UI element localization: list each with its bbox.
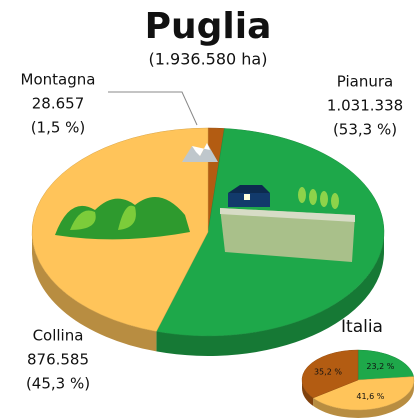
value-label: 28.657 — [32, 95, 85, 113]
small-chart-title: Italia — [341, 317, 383, 337]
slice-label: Pianura — [337, 73, 393, 91]
value-label: 41,6 % — [356, 392, 384, 401]
chart-subtitle: (1.936.580 ha) — [149, 50, 268, 69]
value-label: 1.031.338 — [327, 97, 403, 115]
leader-line — [108, 92, 197, 125]
slice-label: Montagna — [21, 71, 96, 89]
percent-label: (45,3 %) — [26, 375, 90, 393]
percent-label: (53,3 %) — [333, 121, 397, 139]
value-label: 23,2 % — [366, 362, 394, 371]
chart: Puglia (1.936.580 ha) Italia Montagna 28.… — [0, 0, 416, 419]
chart-title: Puglia — [145, 6, 272, 47]
percent-label: (1,5 %) — [31, 119, 86, 137]
value-label: 876.585 — [27, 351, 89, 369]
value-label: 35,2 % — [314, 367, 342, 376]
slice-label: Collina — [33, 327, 84, 345]
